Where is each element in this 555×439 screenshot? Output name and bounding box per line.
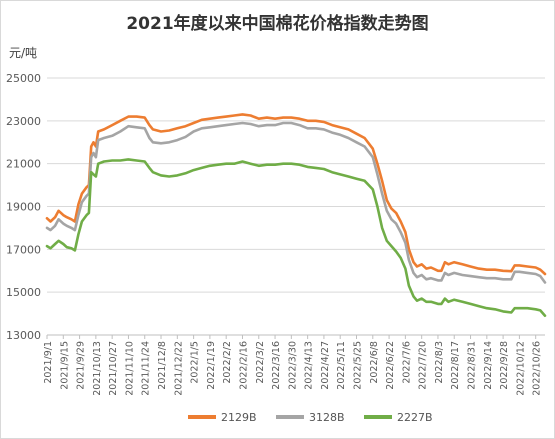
legend-label: 2129B <box>221 410 257 424</box>
x-tick-label: 2022/4/27 <box>320 341 331 390</box>
gridlines <box>47 77 545 336</box>
x-tick-label: 2021/9/29 <box>76 341 87 390</box>
x-tick-label: 2022/1/19 <box>206 341 217 390</box>
series-lines <box>45 113 547 317</box>
x-tick-label: 2022/8/31 <box>467 341 478 390</box>
legend-label: 2227B <box>397 410 433 424</box>
y-axis-ticks: 13000 15000 17000 19000 21000 23000 25000 <box>6 72 41 342</box>
x-tick-label: 2021/12/22 <box>173 341 184 396</box>
legend-item-3128b: 3128B <box>276 410 345 424</box>
series-line-2129b <box>45 113 547 276</box>
y-tick-label: 21000 <box>6 158 41 171</box>
y-tick-label: 23000 <box>6 115 41 128</box>
x-tick-label: 2022/3/16 <box>271 341 282 390</box>
x-tick-label: 2022/10/12 <box>515 341 526 396</box>
x-tick-label: 2022/2/16 <box>238 341 249 390</box>
x-tick-label: 2022/6/22 <box>385 341 396 390</box>
legend-swatch <box>364 415 392 419</box>
x-tick-label: 2022/4/13 <box>304 341 315 390</box>
x-tick-label: 2022/9/28 <box>499 341 510 390</box>
series-line-3128b <box>45 121 547 284</box>
x-tick-label: 2022/9/14 <box>483 341 494 390</box>
x-tick-label: 2022/2/2 <box>222 341 233 384</box>
x-tick-label: 2021/9/15 <box>59 341 70 390</box>
x-tick-label: 2022/8/17 <box>450 341 461 390</box>
legend-swatch <box>188 415 216 419</box>
y-tick-label: 15000 <box>6 286 41 299</box>
x-tick-label: 2022/7/20 <box>418 341 429 390</box>
x-axis: 2021/9/1 2021/9/15 2021/9/29 2021/10/13 2021… <box>43 334 545 396</box>
y-tick-label: 17000 <box>6 243 41 256</box>
x-tick-label: 2021/11/24 <box>141 341 152 396</box>
legend-label: 3128B <box>309 410 345 424</box>
chart-title: 2021年度以来中国棉花价格指数走势图 <box>126 14 429 34</box>
y-tick-label: 19000 <box>6 201 41 214</box>
x-tick-label: 2022/10/26 <box>532 341 543 396</box>
legend-item-2227b: 2227B <box>364 410 433 424</box>
x-tick-label: 2022/7/6 <box>401 341 412 384</box>
series-line-2227b <box>45 158 547 317</box>
x-tick-label: 2021/11/10 <box>124 341 135 396</box>
x-tick-label: 2021/10/13 <box>92 341 103 396</box>
x-tick-label: 2022/6/8 <box>369 341 380 384</box>
x-tick-label: 2022/1/5 <box>190 341 201 384</box>
x-tick-label: 2021/10/27 <box>108 341 119 396</box>
x-tick-label: 2022/3/2 <box>255 341 266 384</box>
y-axis-unit-label: 元/吨 <box>9 46 38 60</box>
y-tick-label: 13000 <box>6 329 41 342</box>
x-tick-label: 2021/12/8 <box>157 341 168 390</box>
x-tick-label: 2022/5/25 <box>353 341 364 390</box>
x-tick-label: 2022/8/3 <box>434 341 445 384</box>
legend-swatch <box>276 415 304 419</box>
x-tick-label: 2022/3/30 <box>287 341 298 390</box>
x-tick-label: 2021/9/1 <box>43 341 54 384</box>
y-tick-label: 25000 <box>6 72 41 85</box>
x-tick-label: 2022/5/11 <box>336 341 347 390</box>
legend-item-2129b: 2129B <box>188 410 257 424</box>
